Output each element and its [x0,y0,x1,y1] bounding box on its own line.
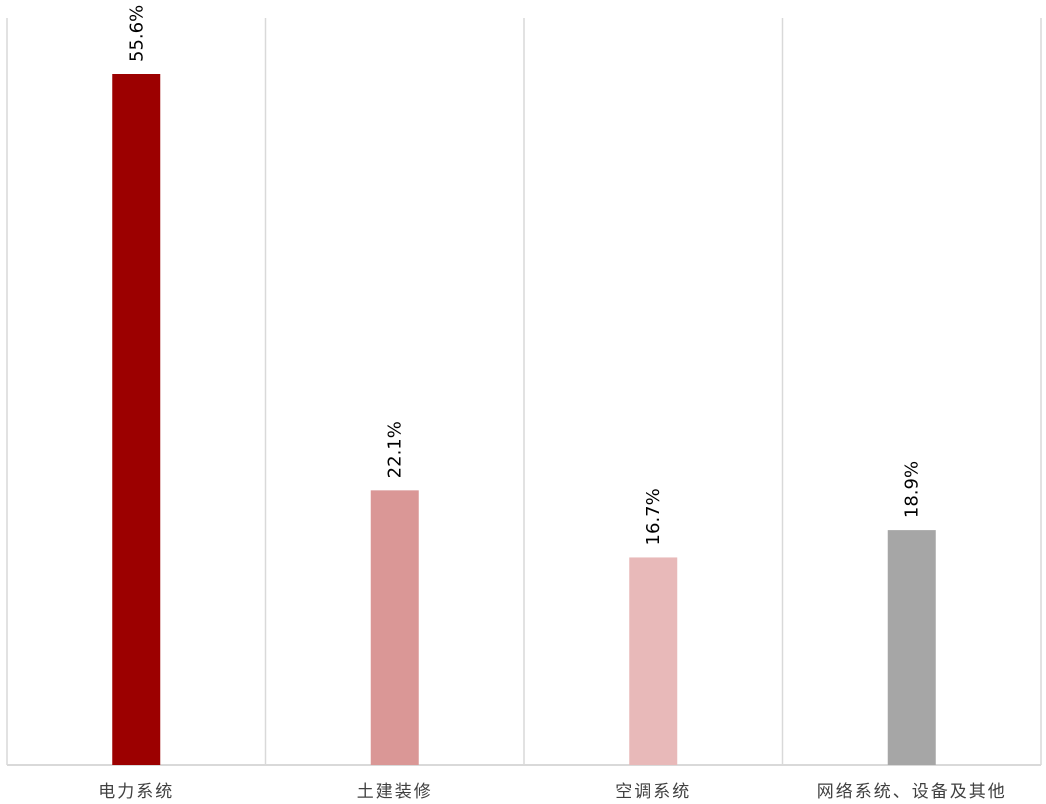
bar [887,530,936,765]
bar [370,490,419,765]
data-label: 16.7% [643,488,664,545]
category-label: 空调系统 [615,782,691,802]
category-label: 土建装修 [357,782,433,802]
data-label: 55.6% [126,5,147,62]
bar [629,557,678,765]
category-label: 网络系统、设备及其他 [817,782,1007,802]
data-label: 18.9% [902,461,923,518]
data-label: 22.1% [385,421,406,478]
category-label: 电力系统 [98,782,174,802]
bar [112,74,161,765]
